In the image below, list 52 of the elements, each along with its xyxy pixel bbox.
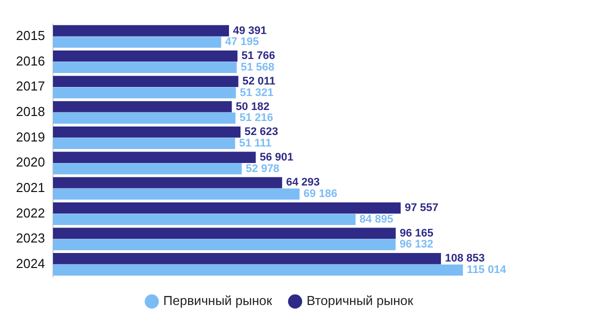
data-label: 51 766 xyxy=(241,50,276,62)
data-label: 56 901 xyxy=(260,151,294,164)
y-tick-label: 2019 xyxy=(16,129,45,144)
y-tick-label: 2024 xyxy=(16,256,45,271)
bar xyxy=(52,87,236,98)
data-label: 96 165 xyxy=(400,227,434,240)
data-label: 115 014 xyxy=(466,264,507,276)
bar xyxy=(52,163,242,174)
data-label: 49 391 xyxy=(232,24,267,37)
bar xyxy=(52,188,300,200)
bar xyxy=(52,138,236,150)
bar xyxy=(52,239,396,250)
bar xyxy=(52,50,238,62)
data-label: 50 182 xyxy=(236,100,270,113)
bar xyxy=(52,62,237,74)
data-label: 51 216 xyxy=(240,112,274,124)
data-label: 96 132 xyxy=(400,238,434,251)
bar xyxy=(52,264,463,276)
bar xyxy=(52,253,441,264)
bar xyxy=(52,152,256,163)
legend-label: Первичный рынок xyxy=(163,293,272,308)
legend-label: Вторичный рынок xyxy=(306,293,414,308)
y-tick-label: 2015 xyxy=(16,28,45,44)
bar xyxy=(52,228,396,239)
data-label: 97 557 xyxy=(404,202,438,214)
y-tick-label: 2018 xyxy=(16,104,45,119)
data-label: 84 895 xyxy=(360,213,394,226)
data-label: 69 186 xyxy=(304,188,338,200)
y-tick-label: 2020 xyxy=(16,154,45,170)
bar xyxy=(52,101,232,112)
data-label: 52 011 xyxy=(242,75,276,88)
bar xyxy=(52,25,229,36)
data-label: 64 293 xyxy=(286,176,320,189)
y-tick-label: 2023 xyxy=(16,230,45,246)
data-label: 47 195 xyxy=(225,36,259,48)
bar xyxy=(52,112,236,124)
data-label: 51 321 xyxy=(240,86,274,99)
data-label: 51 111 xyxy=(239,137,272,150)
data-label: 51 568 xyxy=(240,62,274,74)
y-tick-label: 2016 xyxy=(16,53,45,68)
y-tick-label: 2022 xyxy=(16,205,45,220)
bar xyxy=(52,76,238,87)
y-tick-label: 2021 xyxy=(16,180,45,195)
bar xyxy=(52,36,222,48)
bar xyxy=(52,126,241,138)
y-tick-label: 2017 xyxy=(16,78,45,94)
data-label: 108 853 xyxy=(444,252,485,265)
bar xyxy=(52,202,401,214)
data-label: 52 978 xyxy=(246,162,280,175)
bar xyxy=(52,177,282,188)
data-label: 52 623 xyxy=(244,126,278,138)
bar xyxy=(52,214,356,225)
